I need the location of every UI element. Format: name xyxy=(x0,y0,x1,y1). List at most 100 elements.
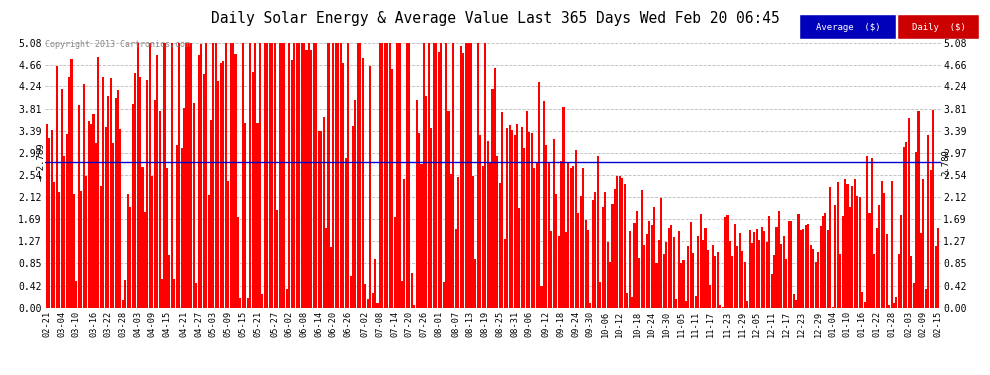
Bar xyxy=(763,231,765,308)
Bar xyxy=(873,254,875,308)
Bar xyxy=(748,231,750,308)
Bar xyxy=(235,54,237,307)
Bar xyxy=(347,43,349,308)
Bar xyxy=(878,205,880,308)
Bar xyxy=(768,216,770,308)
Bar xyxy=(807,224,810,308)
Bar xyxy=(690,222,692,308)
Bar xyxy=(386,43,388,308)
Bar xyxy=(484,43,486,308)
Bar xyxy=(222,61,225,308)
Bar xyxy=(237,217,239,308)
Bar xyxy=(758,240,760,308)
Bar xyxy=(276,210,278,308)
Bar xyxy=(494,69,496,308)
Bar xyxy=(800,230,802,308)
Bar xyxy=(345,158,346,308)
Bar xyxy=(692,253,694,308)
Bar xyxy=(760,226,763,308)
Bar xyxy=(844,179,846,308)
Bar xyxy=(504,239,506,308)
Bar xyxy=(50,130,52,308)
Bar xyxy=(92,114,95,308)
Bar xyxy=(261,294,263,307)
Bar xyxy=(765,242,767,308)
Bar xyxy=(310,51,313,308)
Bar xyxy=(117,90,119,308)
Bar xyxy=(127,194,129,308)
Bar xyxy=(597,156,599,308)
Bar xyxy=(685,301,687,307)
Bar xyxy=(63,156,65,308)
Bar xyxy=(778,211,780,308)
Bar xyxy=(533,168,536,308)
Bar xyxy=(682,260,684,308)
Bar xyxy=(900,215,902,308)
Bar xyxy=(166,168,168,308)
Bar xyxy=(913,283,915,308)
Bar xyxy=(511,129,513,308)
Bar xyxy=(431,128,433,308)
Bar xyxy=(700,214,702,308)
Bar xyxy=(550,231,552,308)
Bar xyxy=(572,166,574,308)
Bar xyxy=(220,63,222,308)
Bar xyxy=(626,293,629,308)
Bar xyxy=(333,43,335,308)
Bar xyxy=(115,98,117,308)
Bar xyxy=(188,43,190,308)
Bar xyxy=(876,228,878,308)
Bar xyxy=(55,66,57,308)
Bar xyxy=(65,134,67,308)
Bar xyxy=(712,245,714,308)
Bar xyxy=(413,305,415,308)
Bar xyxy=(459,46,461,308)
Bar xyxy=(680,263,682,308)
Bar xyxy=(208,195,210,308)
Bar xyxy=(49,138,50,308)
Bar xyxy=(323,117,325,308)
Bar xyxy=(288,43,290,308)
Bar xyxy=(356,43,359,308)
Bar xyxy=(529,132,531,308)
Bar xyxy=(555,194,557,308)
Bar xyxy=(491,89,494,308)
Bar xyxy=(575,150,577,308)
Bar xyxy=(462,53,464,308)
Bar xyxy=(920,233,922,308)
Bar xyxy=(142,167,144,308)
Bar xyxy=(506,128,508,308)
Bar xyxy=(567,163,569,308)
Bar xyxy=(139,77,141,308)
Bar xyxy=(68,77,70,308)
Bar xyxy=(687,246,689,308)
Bar xyxy=(670,225,672,308)
Bar xyxy=(482,166,484,308)
Bar xyxy=(755,230,758,308)
Bar xyxy=(384,43,386,308)
Bar xyxy=(737,246,739,308)
Bar xyxy=(820,226,822,308)
Bar xyxy=(560,161,562,308)
Bar xyxy=(928,135,930,308)
Bar xyxy=(639,258,641,308)
Bar xyxy=(477,43,479,308)
Bar xyxy=(60,90,62,308)
Bar xyxy=(301,43,303,308)
Bar xyxy=(163,43,165,308)
Bar xyxy=(937,228,940,308)
Bar xyxy=(727,214,729,308)
Bar xyxy=(95,144,97,308)
Bar xyxy=(802,229,805,308)
Bar xyxy=(788,221,790,308)
Bar xyxy=(144,212,146,308)
Bar xyxy=(827,230,829,308)
Bar xyxy=(521,127,523,308)
Bar xyxy=(677,231,679,308)
Bar xyxy=(256,123,258,308)
Bar xyxy=(672,237,675,308)
Bar xyxy=(775,227,777,308)
Bar xyxy=(85,176,87,308)
Bar xyxy=(406,43,408,308)
Bar xyxy=(443,282,445,308)
